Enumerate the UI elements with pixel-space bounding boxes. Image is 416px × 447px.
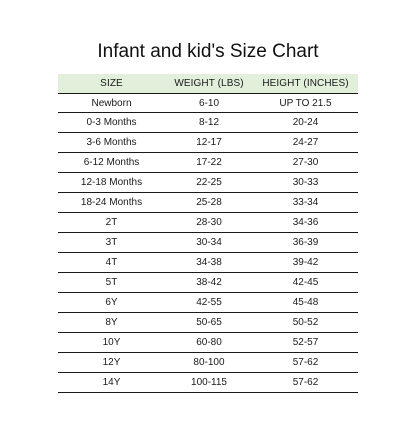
table-row: 12-18 Months 22-25 30-33 xyxy=(58,172,358,193)
table-row: 3T 30-34 36-39 xyxy=(58,232,358,253)
weight-cell: 8-12 xyxy=(165,112,253,133)
table-row: 4T 34-38 39-42 xyxy=(58,252,358,273)
height-cell: 39-42 xyxy=(253,252,358,273)
weight-cell: 22-25 xyxy=(165,172,253,193)
height-cell: 57-62 xyxy=(253,352,358,373)
weight-cell: 80-100 xyxy=(165,352,253,373)
size-cell: 4T xyxy=(58,252,165,273)
size-cell: 6Y xyxy=(58,292,165,313)
table-header: SIZE WEIGHT (LBS) HEIGHT (INCHES) xyxy=(58,74,358,94)
table-row: 5T 38-42 42-45 xyxy=(58,272,358,293)
table-row: 10Y 60-80 52-57 xyxy=(58,332,358,353)
weight-cell: 42-55 xyxy=(165,292,253,313)
height-cell: 20-24 xyxy=(253,112,358,133)
weight-cell: 17-22 xyxy=(165,152,253,173)
weight-cell: 30-34 xyxy=(165,232,253,253)
height-cell: 42-45 xyxy=(253,272,358,293)
weight-cell: 6-10 xyxy=(165,93,253,113)
size-chart-table: SIZE WEIGHT (LBS) HEIGHT (INCHES) Newbor… xyxy=(58,74,358,393)
header-row: SIZE WEIGHT (LBS) HEIGHT (INCHES) xyxy=(58,74,358,94)
weight-cell: 34-38 xyxy=(165,252,253,273)
weight-cell: 28-30 xyxy=(165,212,253,233)
weight-cell: 25-28 xyxy=(165,192,253,213)
weight-cell: 100-115 xyxy=(165,372,253,393)
height-cell: 36-39 xyxy=(253,232,358,253)
height-cell: 24-27 xyxy=(253,132,358,153)
table-row: 6Y 42-55 45-48 xyxy=(58,292,358,313)
weight-cell: 60-80 xyxy=(165,332,253,353)
table-row: Newborn 6-10 UP TO 21.5 xyxy=(58,93,358,113)
height-cell: UP TO 21.5 xyxy=(253,93,358,113)
page-title: Infant and kid's Size Chart xyxy=(97,41,319,62)
table-row: 14Y 100-115 57-62 xyxy=(58,372,358,393)
table-row: 18-24 Months 25-28 33-34 xyxy=(58,192,358,213)
height-cell: 50-52 xyxy=(253,312,358,333)
table-row: 6-12 Months 17-22 27-30 xyxy=(58,152,358,173)
size-cell: 0-3 Months xyxy=(58,112,165,133)
weight-cell: 38-42 xyxy=(165,272,253,293)
size-cell: 8Y xyxy=(58,312,165,333)
column-header-weight: WEIGHT (LBS) xyxy=(165,74,253,94)
size-cell: 12Y xyxy=(58,352,165,373)
height-cell: 27-30 xyxy=(253,152,358,173)
height-cell: 34-36 xyxy=(253,212,358,233)
height-cell: 57-62 xyxy=(253,372,358,393)
table-row: 0-3 Months 8-12 20-24 xyxy=(58,112,358,133)
height-cell: 33-34 xyxy=(253,192,358,213)
table-body: Newborn 6-10 UP TO 21.5 0-3 Months 8-12 … xyxy=(58,93,358,393)
table-row: 3-6 Months 12-17 24-27 xyxy=(58,132,358,153)
size-cell: 2T xyxy=(58,212,165,233)
table-row: 2T 28-30 34-36 xyxy=(58,212,358,233)
size-cell: 3-6 Months xyxy=(58,132,165,153)
column-header-height: HEIGHT (INCHES) xyxy=(253,74,358,94)
table-row: 12Y 80-100 57-62 xyxy=(58,352,358,373)
weight-cell: 12-17 xyxy=(165,132,253,153)
size-cell: 14Y xyxy=(58,372,165,393)
weight-cell: 50-65 xyxy=(165,312,253,333)
size-cell: Newborn xyxy=(58,93,165,113)
height-cell: 45-48 xyxy=(253,292,358,313)
table-row: 8Y 50-65 50-52 xyxy=(58,312,358,333)
size-cell: 10Y xyxy=(58,332,165,353)
size-cell: 3T xyxy=(58,232,165,253)
height-cell: 30-33 xyxy=(253,172,358,193)
column-header-size: SIZE xyxy=(58,74,165,94)
size-cell: 18-24 Months xyxy=(58,192,165,213)
size-cell: 12-18 Months xyxy=(58,172,165,193)
size-cell: 5T xyxy=(58,272,165,293)
height-cell: 52-57 xyxy=(253,332,358,353)
size-cell: 6-12 Months xyxy=(58,152,165,173)
